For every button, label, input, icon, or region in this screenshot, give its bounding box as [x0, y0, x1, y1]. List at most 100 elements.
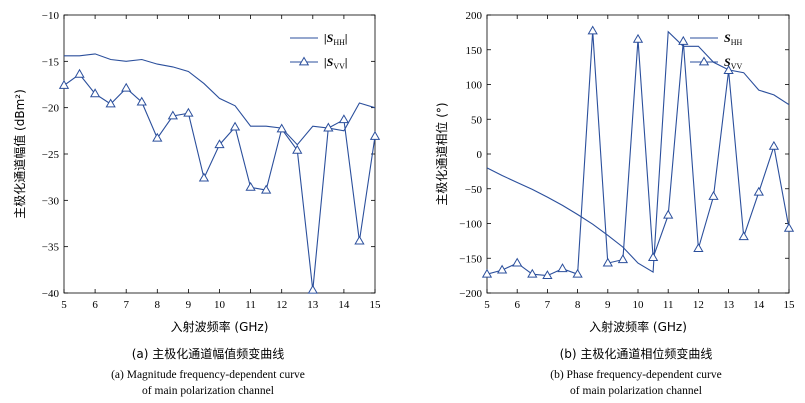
x-tick-label: 14 [338, 299, 350, 311]
x-tick-label: 12 [693, 299, 704, 311]
y-tick-label: −15 [42, 56, 60, 68]
series-hh [64, 53, 375, 146]
x-tick-label: 9 [186, 299, 192, 311]
y-tick-label: 100 [466, 80, 483, 92]
x-tick-label: 14 [753, 299, 765, 311]
data-point [292, 144, 303, 154]
legend-marker [698, 56, 710, 66]
y-tick-label: −150 [459, 253, 482, 265]
x-tick-label: 13 [723, 299, 735, 311]
data-point [572, 268, 583, 278]
data-point [105, 98, 116, 108]
data-point [768, 140, 780, 150]
x-tick-label: 15 [784, 299, 796, 311]
data-point [783, 222, 795, 232]
data-point [527, 268, 538, 278]
x-tick-label: 9 [605, 299, 611, 311]
data-point [229, 121, 241, 131]
caption-en-line1: (b) Phase frequency-dependent curve [550, 369, 721, 381]
data-point [136, 96, 147, 106]
series-hh [487, 30, 789, 274]
data-point [738, 231, 749, 241]
legend-marker [298, 56, 310, 66]
x-tick-label: 12 [276, 299, 287, 311]
series-line [487, 30, 789, 274]
data-point [678, 35, 689, 45]
legend-label: SVV [724, 55, 742, 71]
x-tick-label: 6 [514, 299, 520, 311]
data-point [632, 33, 644, 43]
series-line [64, 53, 375, 146]
data-point [183, 107, 194, 117]
y-tick-label: 0 [477, 149, 483, 161]
x-tick-label: 5 [61, 299, 67, 311]
data-point [723, 65, 734, 75]
x-tick-label: 7 [123, 299, 129, 311]
y-tick-label: −200 [459, 288, 482, 300]
data-point [369, 130, 381, 140]
y-tick-label: −35 [42, 242, 60, 254]
x-tick-label: 13 [307, 299, 319, 311]
y-tick-label: −10 [42, 10, 60, 22]
y-axis-label: 主极化通道幅值 (dBm²) [12, 89, 27, 219]
y-tick-label: −40 [42, 288, 60, 300]
data-point [89, 88, 101, 98]
data-point [276, 123, 287, 133]
legend-label: |SHH| [324, 31, 348, 47]
x-tick-label: 7 [545, 299, 551, 311]
caption-en-line2: of main polarization channel [570, 385, 702, 397]
caption-cn: (b) 主极化通道相位频变曲线 [560, 346, 713, 361]
x-tick-label: 11 [663, 299, 674, 311]
data-point [245, 181, 256, 191]
chart-phase: 5 6 7 8 9 10 11 12 13 14 15 200 150 100 50 0 −50 −100 −150… [434, 10, 795, 397]
data-point [74, 68, 85, 78]
legend-label: |SVV| [324, 55, 348, 71]
data-point [323, 122, 334, 132]
y-tick-label: −100 [459, 219, 482, 231]
x-tick-label: 10 [633, 299, 645, 311]
data-point [481, 268, 493, 278]
legend: |SHH| |SVV| [290, 31, 348, 71]
data-point [307, 284, 318, 294]
data-point [663, 209, 674, 219]
data-point [152, 132, 163, 142]
data-point [512, 257, 523, 267]
caption-en-line2: of main polarization channel [142, 385, 274, 397]
data-point [354, 235, 365, 245]
data-point [198, 172, 210, 182]
data-point [753, 186, 764, 196]
data-point [214, 139, 225, 149]
data-point [496, 264, 508, 274]
data-point [708, 190, 719, 200]
legend: SHH SVV [690, 31, 742, 71]
plot-frame [486, 14, 790, 294]
data-point [542, 270, 553, 280]
legend-label: SHH [724, 31, 742, 47]
data-point [587, 25, 598, 35]
data-point [338, 114, 350, 124]
caption-cn: (a) 主极化通道幅值频变曲线 [132, 346, 285, 361]
data-point [557, 263, 568, 273]
chart-magnitude: 5 6 7 8 9 10 11 12 13 14 15 −10 −15 −20 −25 −30 −35 −40 入射… [12, 10, 381, 397]
x-tick-label: 11 [245, 299, 256, 311]
y-tick-label: −50 [465, 184, 483, 196]
x-axis-label: 入射波频率 (GHz) [171, 319, 269, 334]
y-tick-label: 150 [466, 45, 483, 57]
caption-en-line1: (a) Magnitude frequency-dependent curve [111, 369, 305, 381]
x-tick-label: 5 [484, 299, 490, 311]
y-tick-label: 200 [466, 10, 483, 22]
data-point [693, 243, 704, 252]
x-tick-label: 8 [575, 299, 581, 311]
y-tick-label: 50 [471, 114, 483, 126]
x-tick-label: 6 [92, 299, 98, 311]
data-point [647, 252, 659, 261]
y-tick-label: −30 [42, 195, 60, 207]
x-axis-label: 入射波频率 (GHz) [589, 319, 687, 334]
x-tick-label: 10 [214, 299, 226, 311]
data-point [167, 110, 178, 120]
data-point [58, 79, 70, 89]
y-tick-label: −25 [42, 149, 60, 161]
y-axis-label: 主极化通道相位 (°) [434, 102, 449, 205]
y-tick-label: −20 [42, 103, 60, 115]
